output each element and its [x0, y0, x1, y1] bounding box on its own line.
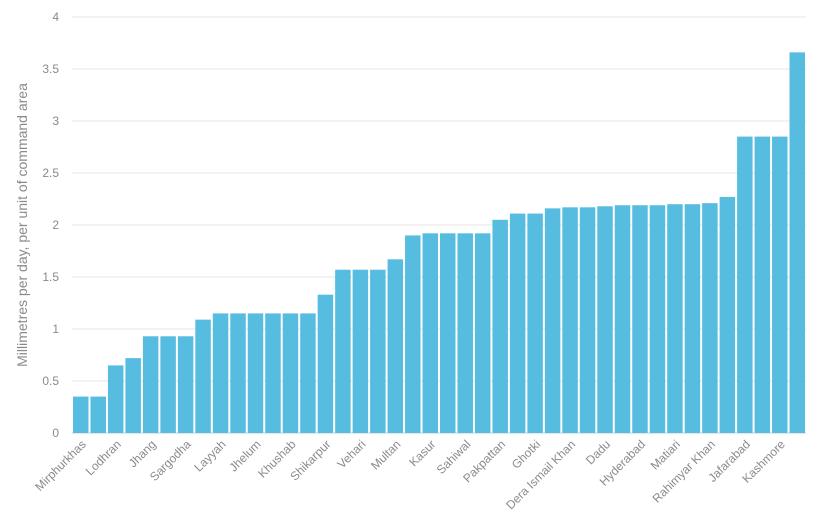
bar	[405, 235, 421, 433]
bar	[335, 269, 351, 433]
bar	[440, 233, 456, 433]
y-tick-label: 4	[52, 10, 59, 24]
x-tick-label: Jhang	[126, 437, 159, 470]
bar	[772, 136, 788, 433]
x-tick-label: Multan	[368, 437, 403, 472]
bar	[649, 205, 666, 433]
bar	[177, 336, 194, 433]
y-tick-label: 0	[52, 426, 59, 440]
bar	[142, 336, 159, 433]
bar	[492, 219, 508, 433]
bar	[195, 319, 211, 433]
y-tick-label: 1	[52, 322, 59, 336]
bar	[422, 233, 438, 433]
bar	[317, 294, 334, 433]
bar	[719, 196, 736, 433]
bar	[160, 336, 176, 433]
bar	[73, 396, 89, 433]
bar	[597, 206, 613, 433]
x-tick-label: Kasur	[406, 437, 438, 469]
gridlines	[72, 16, 806, 434]
bar	[737, 136, 753, 433]
bar	[352, 269, 369, 433]
bar	[474, 233, 491, 433]
bar	[230, 313, 246, 433]
bar	[684, 204, 701, 433]
bar	[300, 313, 316, 433]
bar	[90, 396, 106, 433]
y-tick-label: 2.5	[42, 166, 59, 180]
bar	[370, 269, 386, 433]
bars	[73, 52, 805, 434]
x-tick-label: Vehari	[335, 437, 369, 471]
y-tick-label: 2	[52, 218, 59, 232]
bar	[387, 259, 404, 433]
y-tick-label: 1.5	[42, 270, 59, 284]
bar	[579, 207, 596, 433]
bar	[544, 208, 561, 433]
bar	[212, 313, 229, 433]
bar	[265, 313, 281, 433]
x-tick-label: Dadu	[583, 437, 613, 467]
bar	[282, 313, 299, 433]
x-tick-label: Layyah	[191, 437, 228, 474]
bar	[509, 213, 526, 433]
y-tick-label: 3	[52, 114, 59, 128]
bar	[754, 136, 771, 433]
bar	[562, 207, 578, 433]
y-tick-labels: 0 0.5 1 1.5 2 2.5 3 3.5 4	[42, 10, 59, 440]
x-tick-label: Mirphurkhas	[32, 437, 89, 494]
bar	[667, 204, 683, 433]
bar	[527, 213, 543, 433]
bar	[614, 205, 631, 433]
x-tick-label: Lodhran	[83, 437, 124, 478]
bar	[702, 203, 718, 433]
bar	[632, 205, 648, 433]
bar	[457, 233, 473, 433]
y-tick-label: 3.5	[42, 62, 59, 76]
y-tick-label: 0.5	[42, 374, 59, 388]
bar	[107, 365, 124, 433]
y-axis-label: Millimetres per day, per unit of command…	[14, 83, 30, 367]
bar	[789, 52, 805, 434]
bar	[125, 358, 141, 433]
bar	[247, 313, 264, 433]
